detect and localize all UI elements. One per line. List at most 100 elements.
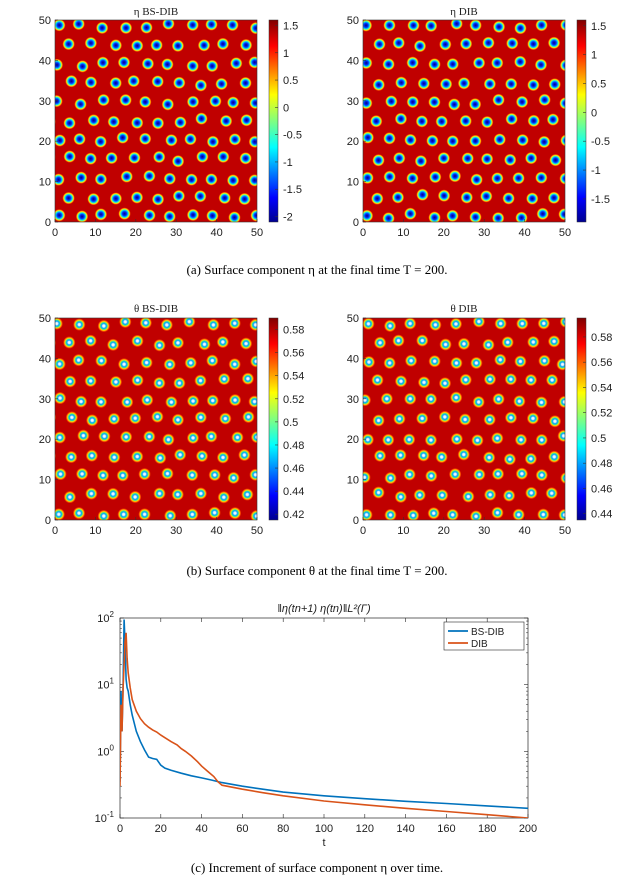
heatmap-spot — [226, 96, 240, 109]
heatmap-spot — [482, 338, 495, 352]
colorbar-tick-label: 0.46 — [591, 483, 612, 495]
y-tick-label: 10-1 — [95, 810, 115, 825]
heatmap-spot — [424, 433, 438, 447]
heatmap-spot — [239, 76, 252, 90]
heatmap-spot — [535, 171, 548, 184]
heatmap-spot — [492, 20, 506, 34]
heatmap-spot — [250, 355, 257, 368]
x-tick-label: 10 — [89, 227, 101, 239]
y-tick-label: 100 — [97, 743, 114, 758]
heatmap-spot — [504, 373, 518, 386]
heatmap-spot — [348, 230, 360, 242]
y-tick-label: 20 — [39, 434, 51, 446]
heatmap-spot — [506, 37, 519, 50]
heatmap-spot — [568, 3, 580, 15]
line-chart-increment: ‖η(tn+1) η(tn)‖L²(Γ) 0 20 40 60 80 100 120 140 16… — [95, 603, 538, 849]
heatmap-spot — [161, 98, 175, 111]
heatmap-spot — [428, 211, 441, 222]
heatmap-spot — [249, 96, 257, 110]
heatmap-spot — [462, 490, 475, 503]
heatmap-spot — [493, 133, 506, 146]
heatmap-spot — [439, 77, 453, 91]
colorbar-tick-label: 0.5 — [591, 433, 606, 445]
heatmap-spot — [55, 467, 67, 481]
heatmap-spot — [186, 208, 200, 222]
heatmap-spot — [42, 0, 54, 11]
heatmap-spot — [194, 411, 208, 424]
heatmap-spot — [231, 431, 244, 444]
heatmap-spot — [428, 95, 441, 109]
colorbar-tick-label: 0.42 — [283, 509, 304, 521]
colorbar-tick-label: 0.54 — [283, 371, 304, 383]
heatmap-spot — [195, 112, 208, 125]
heatmap-spot — [404, 354, 418, 367]
heatmap-spot — [350, 190, 362, 202]
heatmap-spot — [363, 471, 371, 484]
colorbar-tick-label: 0.5 — [591, 78, 606, 90]
heatmap-spot — [206, 135, 220, 148]
x-tick-label: 180 — [478, 823, 496, 835]
heatmap-spot — [428, 58, 441, 71]
legend-label-dib: DIB — [471, 639, 488, 650]
heatmap-spot — [132, 298, 144, 310]
heatmap-spot — [150, 301, 162, 313]
heatmap-spot — [548, 2, 560, 14]
heatmap-spot — [242, 410, 255, 424]
heatmap-spot — [87, 192, 100, 206]
heatmap-spot — [84, 298, 96, 309]
heatmap-spot — [382, 58, 395, 71]
heatmap-spot — [384, 471, 397, 485]
heatmap-spot — [97, 93, 110, 107]
heatmap-spot — [546, 113, 560, 126]
heatmap-spot — [383, 132, 396, 145]
heatmap-spot — [449, 318, 463, 331]
heatmap-spot — [417, 376, 431, 389]
heatmap-spot — [55, 431, 67, 444]
heatmap-spot — [526, 192, 539, 205]
heatmap-spot — [558, 508, 565, 520]
heatmap-spot — [131, 39, 144, 52]
x-tick-label: 50 — [559, 227, 571, 239]
heatmap-spot — [406, 56, 419, 69]
heatmap-spot — [459, 37, 473, 50]
heatmap-spot — [153, 339, 166, 352]
heatmap-spot — [63, 528, 75, 540]
heatmap-spot — [109, 375, 123, 389]
heatmap-spot — [383, 356, 396, 370]
heatmap-spot — [592, 226, 604, 238]
heatmap-spot — [469, 20, 482, 32]
heatmap-spot — [505, 112, 518, 126]
heatmap-spot — [41, 490, 53, 502]
heatmap-spot — [39, 377, 51, 389]
heatmap-theta-dib: 0 10 20 30 40 50 0 10 20 30 40 50 0.58 0.56 0.54 0.52 0.… — [347, 313, 613, 539]
x-tick-label: 0 — [52, 227, 58, 239]
heatmap-spot — [95, 21, 109, 35]
y-tick-label: 50 — [347, 15, 359, 27]
heatmap-spot — [504, 527, 516, 539]
heatmap-spot — [556, 358, 565, 371]
heatmap-spot — [183, 318, 196, 328]
y-tick-label: 10 — [347, 475, 359, 487]
heatmap-spot — [535, 468, 548, 482]
x-tick-label: 50 — [251, 525, 263, 537]
heatmap-spot — [55, 339, 57, 347]
heatmap-spot — [259, 0, 271, 12]
heatmap-spot — [55, 357, 66, 371]
heatmap-spot — [119, 21, 133, 35]
y-tick-label: 30 — [347, 96, 359, 108]
heatmap-spot — [404, 392, 417, 406]
heatmap-spot — [415, 412, 429, 425]
colorbar-tick-label: 0.48 — [283, 440, 304, 452]
heatmap-spot — [527, 78, 540, 92]
heatmap-spot — [413, 488, 426, 502]
heatmap-spot — [62, 37, 75, 51]
y-tick-label: 30 — [39, 96, 51, 108]
heatmap-spot — [62, 191, 75, 205]
y-tick-label: 0 — [45, 515, 51, 527]
heatmap-theta-bsdib: 0 10 20 30 40 50 0 10 20 30 40 50 0.58 0.56 0.54 0.52 0.… — [39, 298, 305, 540]
heatmap-spot — [184, 132, 197, 146]
x-tick-label: 40 — [210, 227, 222, 239]
heatmap-spot — [96, 56, 110, 69]
x-tick-label: 20 — [438, 227, 450, 239]
heatmap-spot — [241, 488, 254, 501]
